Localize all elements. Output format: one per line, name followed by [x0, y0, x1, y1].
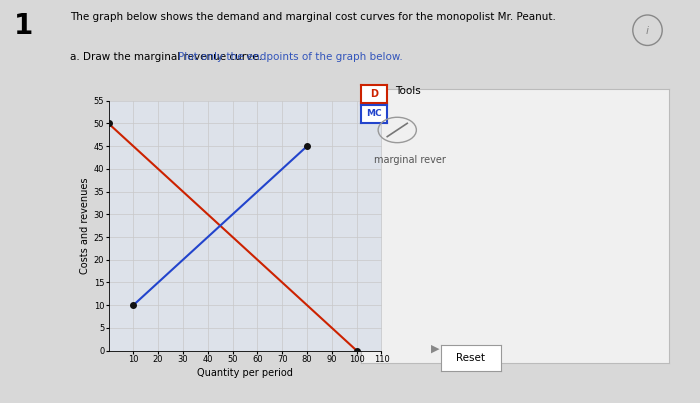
Text: D: D [370, 89, 378, 99]
Text: i: i [646, 26, 649, 36]
Text: Reset: Reset [456, 353, 485, 363]
Text: The graph below shows the demand and marginal cost curves for the monopolist Mr.: The graph below shows the demand and mar… [70, 12, 556, 22]
Text: MC: MC [366, 109, 382, 118]
Text: 1: 1 [14, 12, 34, 40]
X-axis label: Quantity per period: Quantity per period [197, 368, 293, 378]
Text: ▶: ▶ [430, 344, 439, 353]
Y-axis label: Costs and revenues: Costs and revenues [80, 177, 90, 274]
Text: Plot only the endpoints of the graph below.: Plot only the endpoints of the graph bel… [178, 52, 403, 62]
Text: Tools: Tools [395, 86, 421, 96]
Text: a. Draw the marginal revenue curve.: a. Draw the marginal revenue curve. [70, 52, 265, 62]
Text: marginal rever: marginal rever [374, 155, 447, 165]
